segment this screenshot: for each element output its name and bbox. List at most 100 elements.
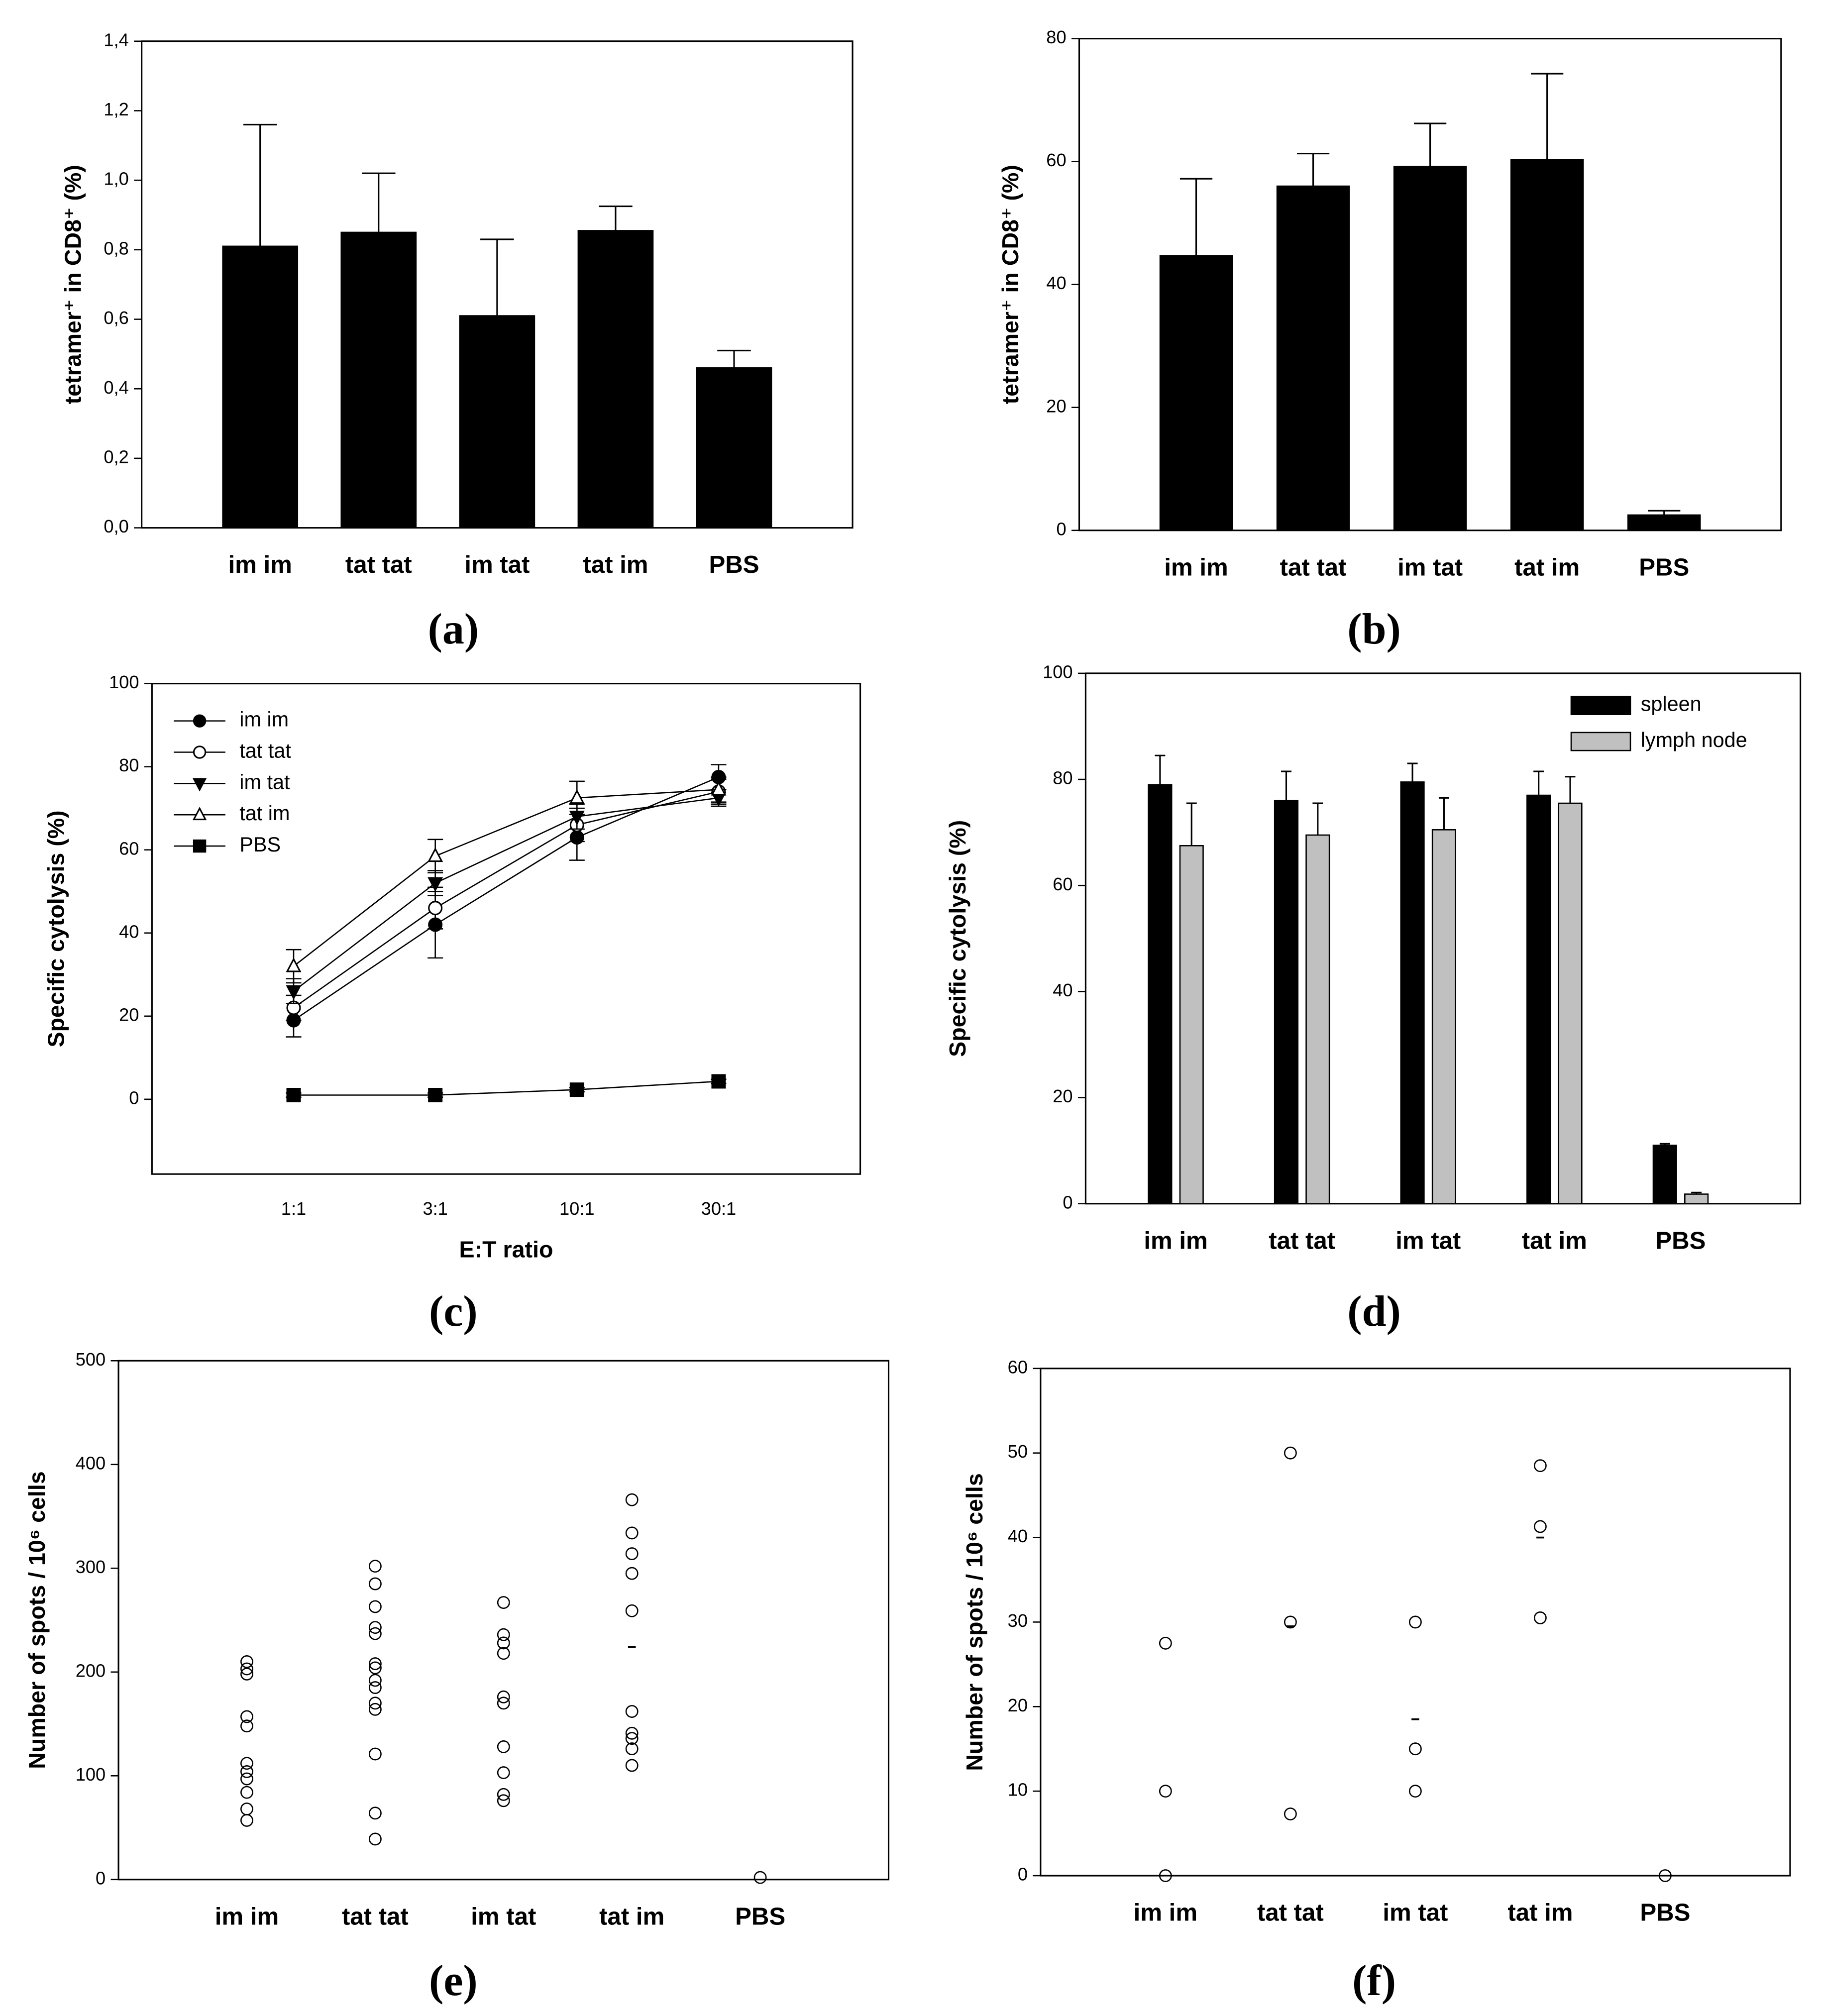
x-tick-label: im im xyxy=(1164,554,1228,581)
y-tick-label: 20 xyxy=(1053,1086,1072,1106)
bar xyxy=(1274,800,1299,1204)
bar xyxy=(1393,166,1467,531)
y-axis-label: tetramer⁺ in CD8⁺ (%) xyxy=(997,165,1023,404)
point xyxy=(1533,1459,1547,1473)
legend-label: PBS xyxy=(239,833,281,856)
line xyxy=(293,797,719,992)
point xyxy=(1658,1869,1672,1882)
point xyxy=(240,1765,253,1778)
point xyxy=(368,1600,382,1613)
y-tick-label: 0,8 xyxy=(104,238,128,258)
marker xyxy=(428,847,443,862)
marker xyxy=(286,985,302,1000)
line xyxy=(293,791,719,1009)
bar xyxy=(222,245,299,529)
point xyxy=(240,1662,253,1676)
x-tick-label: tat im xyxy=(1507,1900,1573,1926)
point xyxy=(368,1657,382,1671)
point xyxy=(497,1794,510,1807)
panel-caption: (a) xyxy=(428,605,479,653)
point xyxy=(625,1567,639,1580)
x-tick-label: im tat xyxy=(1383,1900,1448,1926)
x-tick-label: tat tat xyxy=(1257,1900,1324,1926)
point xyxy=(497,1766,510,1779)
x-tick-label: tat tat xyxy=(345,551,412,578)
x-axis-label: E:T ratio xyxy=(459,1237,553,1263)
point xyxy=(625,1526,639,1540)
point xyxy=(1408,1742,1422,1756)
point xyxy=(497,1596,510,1609)
y-axis-label: tetramer⁺ in CD8⁺ (%) xyxy=(60,165,86,404)
line xyxy=(293,789,719,967)
y-tick-label: 0,6 xyxy=(104,308,128,328)
x-tick-label: 1:1 xyxy=(281,1198,306,1219)
marker xyxy=(193,839,207,853)
x-tick-label: tat tat xyxy=(1280,554,1347,581)
y-tick-label: 50 xyxy=(1008,1441,1028,1462)
legend-label: im im xyxy=(239,708,289,731)
y-axis-label: Specific cytolysis (%) xyxy=(43,810,69,1047)
marker xyxy=(193,745,207,759)
y-tick-label: 0 xyxy=(1018,1864,1028,1885)
y-tick-label: 100 xyxy=(76,1764,106,1785)
point xyxy=(625,1732,639,1745)
marker xyxy=(428,877,443,892)
point xyxy=(625,1705,639,1718)
y-tick-label: 80 xyxy=(1046,27,1066,47)
marker xyxy=(286,1088,301,1102)
marker xyxy=(428,1088,443,1102)
point xyxy=(240,1757,253,1770)
point xyxy=(1284,1615,1297,1629)
y-tick-label: 100 xyxy=(109,672,139,692)
point xyxy=(368,1681,382,1695)
point xyxy=(625,1759,639,1772)
y-tick-label: 500 xyxy=(76,1349,106,1370)
y-tick-label: 20 xyxy=(1046,396,1066,416)
marker xyxy=(711,781,727,796)
bar xyxy=(1558,802,1583,1204)
bar xyxy=(1159,255,1233,531)
plot-frame xyxy=(151,683,861,1175)
marker xyxy=(193,714,207,728)
x-tick-label: tat tat xyxy=(342,1903,409,1930)
marker xyxy=(286,957,302,972)
y-tick-label: 0 xyxy=(129,1087,139,1108)
bar xyxy=(1431,829,1457,1204)
y-tick-label: 20 xyxy=(1008,1695,1028,1715)
y-axis-label: Specific cytolysis (%) xyxy=(945,820,970,1057)
point xyxy=(497,1647,510,1660)
legend-label: tat im xyxy=(239,802,290,825)
bar xyxy=(1148,784,1173,1204)
point xyxy=(240,1803,253,1815)
panel-caption: (d) xyxy=(1347,1287,1401,1336)
point xyxy=(368,1702,382,1716)
bar xyxy=(1305,834,1330,1204)
y-tick-label: 40 xyxy=(1046,273,1066,293)
point xyxy=(497,1636,510,1650)
point xyxy=(625,1726,639,1740)
point xyxy=(1284,1807,1297,1820)
marker xyxy=(192,778,207,792)
point xyxy=(497,1788,510,1801)
y-tick-label: 0,2 xyxy=(104,446,128,467)
x-tick-label: tat im xyxy=(583,551,648,578)
point xyxy=(625,1493,639,1506)
y-tick-label: 60 xyxy=(119,838,139,858)
bar xyxy=(1400,781,1425,1204)
point xyxy=(497,1697,510,1710)
point xyxy=(368,1674,382,1687)
y-tick-label: 0 xyxy=(1056,519,1066,539)
point xyxy=(240,1814,253,1827)
y-tick-label: 1,0 xyxy=(104,169,128,189)
y-tick-label: 0,4 xyxy=(104,377,128,398)
point xyxy=(625,1547,639,1561)
legend-label: lymph node xyxy=(1641,729,1747,751)
point xyxy=(625,1604,639,1617)
point xyxy=(368,1661,382,1675)
y-axis-label: Number of spots / 10⁶ cells xyxy=(24,1471,50,1769)
legend-label: spleen xyxy=(1641,693,1702,716)
plot-frame xyxy=(117,1360,890,1881)
point xyxy=(497,1740,510,1753)
marker xyxy=(428,901,443,916)
